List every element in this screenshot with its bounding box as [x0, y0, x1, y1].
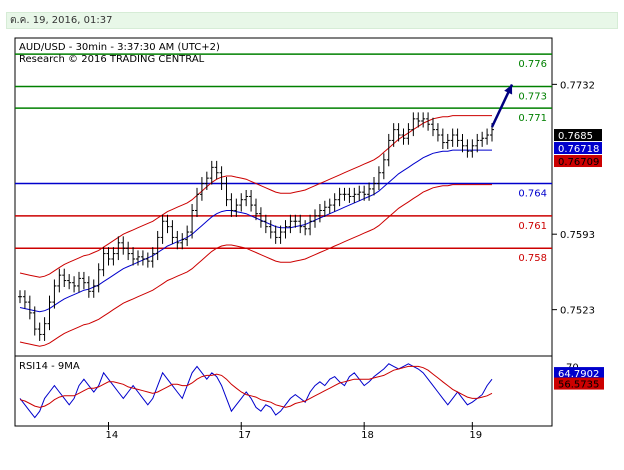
price-tag-label-0: 0.7685: [558, 131, 593, 142]
price-tick-label-2: 0.7523: [560, 306, 595, 317]
price-tag-bg-0: [554, 129, 602, 142]
rsi-tag-bg-1: [554, 377, 604, 390]
price-tick-label-1: 0.7593: [560, 230, 595, 241]
time-tick-label-1: 17: [238, 430, 251, 441]
main-panel: [14, 37, 553, 357]
level-label-1: 0.773: [518, 92, 547, 103]
price-tag-bg-2: [554, 155, 602, 168]
price-bars: [18, 112, 494, 341]
time-axis-ticks: 14 17 18 19: [106, 422, 482, 441]
top-bar: ต.ค. 19, 2016, 01:37: [0, 0, 624, 30]
support-resistance-levels: 0.776 0.773 0.771 0.764 0.761 0.758: [15, 53, 552, 264]
time-tick-label-3: 19: [469, 430, 482, 441]
rsi-tag-label-1: 56.5735: [558, 380, 599, 391]
price-tag-label-2: 0.76709: [558, 157, 599, 168]
rsi-tag-bg-0: [554, 367, 604, 380]
price-tag-label-1: 0.76718: [558, 144, 599, 155]
time-tick-label-2: 18: [361, 430, 374, 441]
lower-band: [19, 184, 492, 347]
level-label-2: 0.771: [518, 113, 547, 124]
rsi-title: RSI14 - 9MA: [19, 361, 80, 372]
price-tag-bg-1: [554, 142, 602, 155]
level-label-0: 0.776: [518, 59, 547, 70]
timestamp-bar: ต.ค. 19, 2016, 01:37: [6, 12, 618, 29]
rsi-ma-line: [19, 365, 493, 408]
projection-arrow: [490, 83, 514, 128]
level-label-3: 0.764: [518, 189, 547, 200]
time-tick-label-0: 14: [106, 430, 119, 441]
level-label-4: 0.761: [518, 221, 547, 232]
price-axis-ticks: 0.7732 0.7593 0.7523: [552, 80, 595, 317]
rsi-tag-label-0: 64.7902: [558, 369, 599, 380]
rsi-panel: [14, 355, 553, 427]
price-tags: 0.7685 0.76718 0.76709: [554, 129, 602, 168]
arrow-head: [504, 84, 513, 95]
chart-subtitle: Research © 2016 TRADING CENTRAL: [19, 54, 205, 65]
price-tick-label-0: 0.7732: [560, 80, 595, 91]
level-label-5: 0.758: [518, 253, 547, 264]
chart-title: AUD/USD - 30min - 3:37:30 AM (UTC+2): [19, 42, 220, 53]
